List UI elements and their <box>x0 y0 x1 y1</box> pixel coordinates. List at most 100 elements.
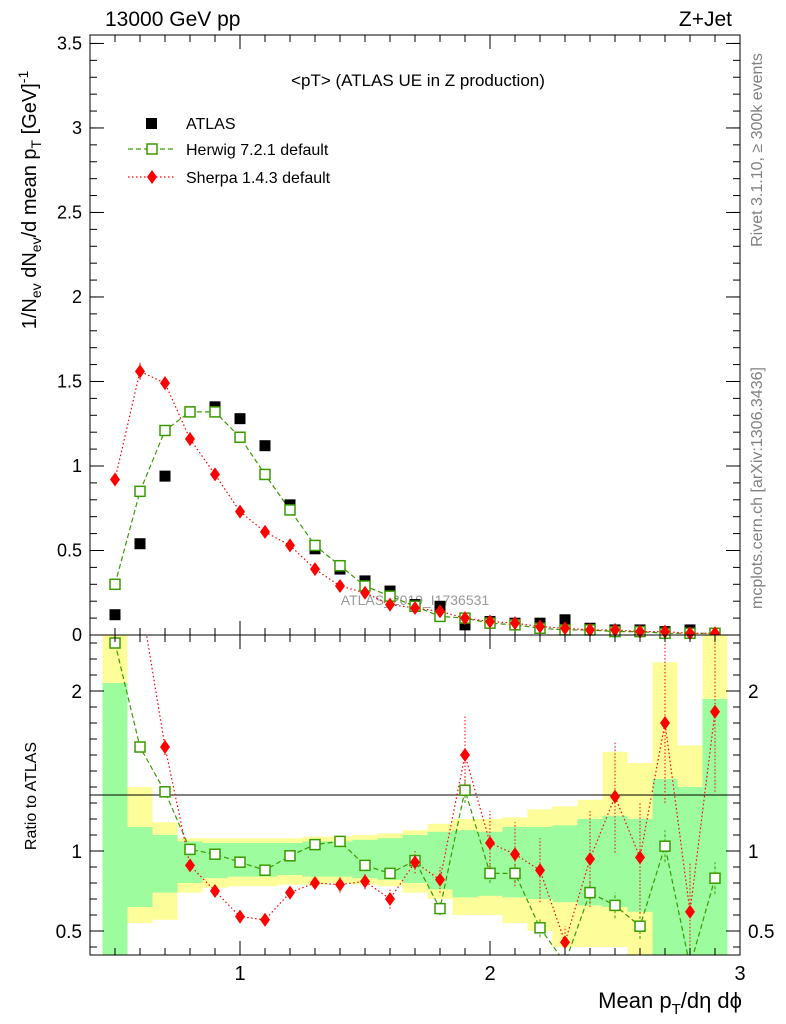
mcplots-label: mcplots.cern.ch [arXiv:1306.3436] <box>749 367 766 609</box>
ratio-green-band <box>552 825 578 903</box>
main-y-tick-label: 0.5 <box>57 540 82 560</box>
atlas-point <box>159 470 171 482</box>
ratio-panel: 0.5 0.5 1 1 2 2 1 2 3 Ratio to ATLAS Mean pT/dη … <box>23 634 774 1018</box>
sherpa-point <box>535 619 545 634</box>
sherpa-ratio-point <box>235 909 245 924</box>
sherpa-ratio-point <box>185 858 195 873</box>
sherpa-ratio-point <box>435 872 445 887</box>
sherpa-ratio-point <box>660 716 670 730</box>
sherpa-ratio-point <box>560 935 570 950</box>
ratio-green-band <box>452 830 478 898</box>
sherpa-ratio-point <box>635 850 645 865</box>
herwig-point <box>134 485 146 498</box>
sherpa-point <box>160 376 170 391</box>
header-right: Z+Jet <box>679 8 732 31</box>
sherpa-ratio-point <box>160 740 170 754</box>
herwig-ratio-point <box>609 899 621 912</box>
ratio-green-band <box>502 827 528 898</box>
herwig-ratio-point <box>509 867 521 880</box>
herwig-ratio-point <box>634 920 646 932</box>
main-title: <pT> (ATLAS UE in Z production) <box>291 71 545 90</box>
herwig-point <box>209 406 221 418</box>
sherpa-ratio-point <box>710 704 720 719</box>
ratio-green-band <box>152 835 178 893</box>
sherpa-point <box>135 364 145 379</box>
sherpa-point <box>685 626 695 641</box>
x-tick-label: 3 <box>734 963 745 985</box>
main-panel: 0 0.5 1 1.5 2 2.5 3 3.5 <pT> (ATLAS UE in Z pro… <box>15 33 741 645</box>
herwig-ratio-point <box>309 838 321 851</box>
atlas-point <box>559 614 571 626</box>
main-y-label: 1/Nev dNev/d mean pT [GeV]-1 <box>15 71 44 330</box>
x-tick-label: 2 <box>484 963 495 985</box>
sherpa-ratio-point <box>410 855 420 870</box>
legend-label-sherpa: Sherpa 1.4.3 default <box>186 170 331 187</box>
herwig-point <box>159 424 171 437</box>
sherpa-point <box>510 616 520 631</box>
main-y-axis: 0 0.5 1 1.5 2 2.5 3 3.5 <box>57 33 741 645</box>
header-left: 13000 GeV pp <box>105 8 240 31</box>
atlas-point <box>134 538 146 550</box>
sherpa-ratio-point <box>685 904 695 919</box>
sherpa-point <box>360 585 370 600</box>
sherpa-ratio-point <box>610 789 620 804</box>
main-y-tick-label: 3 <box>72 118 82 138</box>
sherpa-point <box>210 467 220 482</box>
herwig-ratio-point <box>434 902 446 915</box>
sherpa-ratio-point <box>360 874 370 889</box>
herwig-point <box>109 578 121 591</box>
sherpa-point <box>485 614 495 629</box>
ratio-green-band <box>652 779 678 955</box>
main-y-tick-label: 0 <box>72 625 82 645</box>
atlas-point <box>234 413 246 425</box>
sherpa-ratio-point <box>310 876 320 890</box>
sherpa-point <box>110 472 120 487</box>
ratio-green-band <box>202 843 228 879</box>
herwig-ratio-point <box>659 840 671 852</box>
ratio-series-clip-group <box>109 635 721 955</box>
atlas-point <box>109 609 121 621</box>
herwig-ratio-point <box>159 786 171 798</box>
ratio-green-band <box>352 839 378 879</box>
ratio-green-band <box>627 819 653 912</box>
main-y-tick-label: 1 <box>72 456 82 476</box>
main-y-tick-label: 1.5 <box>57 371 82 391</box>
sherpa-point <box>410 600 420 615</box>
ratio-green-band <box>102 683 128 955</box>
x-axis-label: Mean pT/dη dϕ <box>598 988 742 1018</box>
herwig-ratio-point <box>534 922 546 934</box>
legend-marker-sherpa <box>147 170 157 184</box>
sherpa-point <box>560 621 570 636</box>
herwig-ratio-point <box>584 886 596 899</box>
main-y-tick-label: 3.5 <box>57 33 82 53</box>
sherpa-point <box>310 562 320 577</box>
ratio-series-layer <box>109 635 721 955</box>
sherpa-point <box>185 431 195 446</box>
ratio-y-tick-label-right: 0.5 <box>748 922 774 943</box>
sherpa-ratio-point <box>585 852 595 866</box>
sherpa-point <box>285 538 295 553</box>
sherpa-point <box>435 604 445 619</box>
ratio-y-tick-label: 0.5 <box>56 922 82 943</box>
herwig-ratio-point <box>709 872 721 884</box>
herwig-ratio-point <box>484 867 496 880</box>
herwig-point <box>234 431 246 444</box>
ratio-y-tick-label-right: 1 <box>748 842 759 863</box>
herwig-point <box>334 559 346 572</box>
herwig-ratio-point <box>384 867 396 880</box>
herwig-point <box>309 539 321 552</box>
x-tick-label: 1 <box>234 963 245 985</box>
legend: ATLAS Herwig 7.2.1 default Sherpa 1.4.3 … <box>128 116 331 187</box>
sherpa-point <box>260 524 270 539</box>
sherpa-ratio-point <box>385 892 395 906</box>
ratio-y-label: Ratio to ATLAS <box>23 742 40 850</box>
main-series-layer <box>109 362 721 641</box>
ratio-green-band <box>702 699 728 955</box>
sherpa-ratio-point <box>285 885 295 900</box>
herwig-ratio-point <box>459 784 471 796</box>
sherpa-point <box>610 622 620 637</box>
sherpa-ratio-point <box>535 863 545 878</box>
herwig-ratio-point <box>234 856 246 868</box>
sherpa-ratio-point <box>260 912 270 927</box>
